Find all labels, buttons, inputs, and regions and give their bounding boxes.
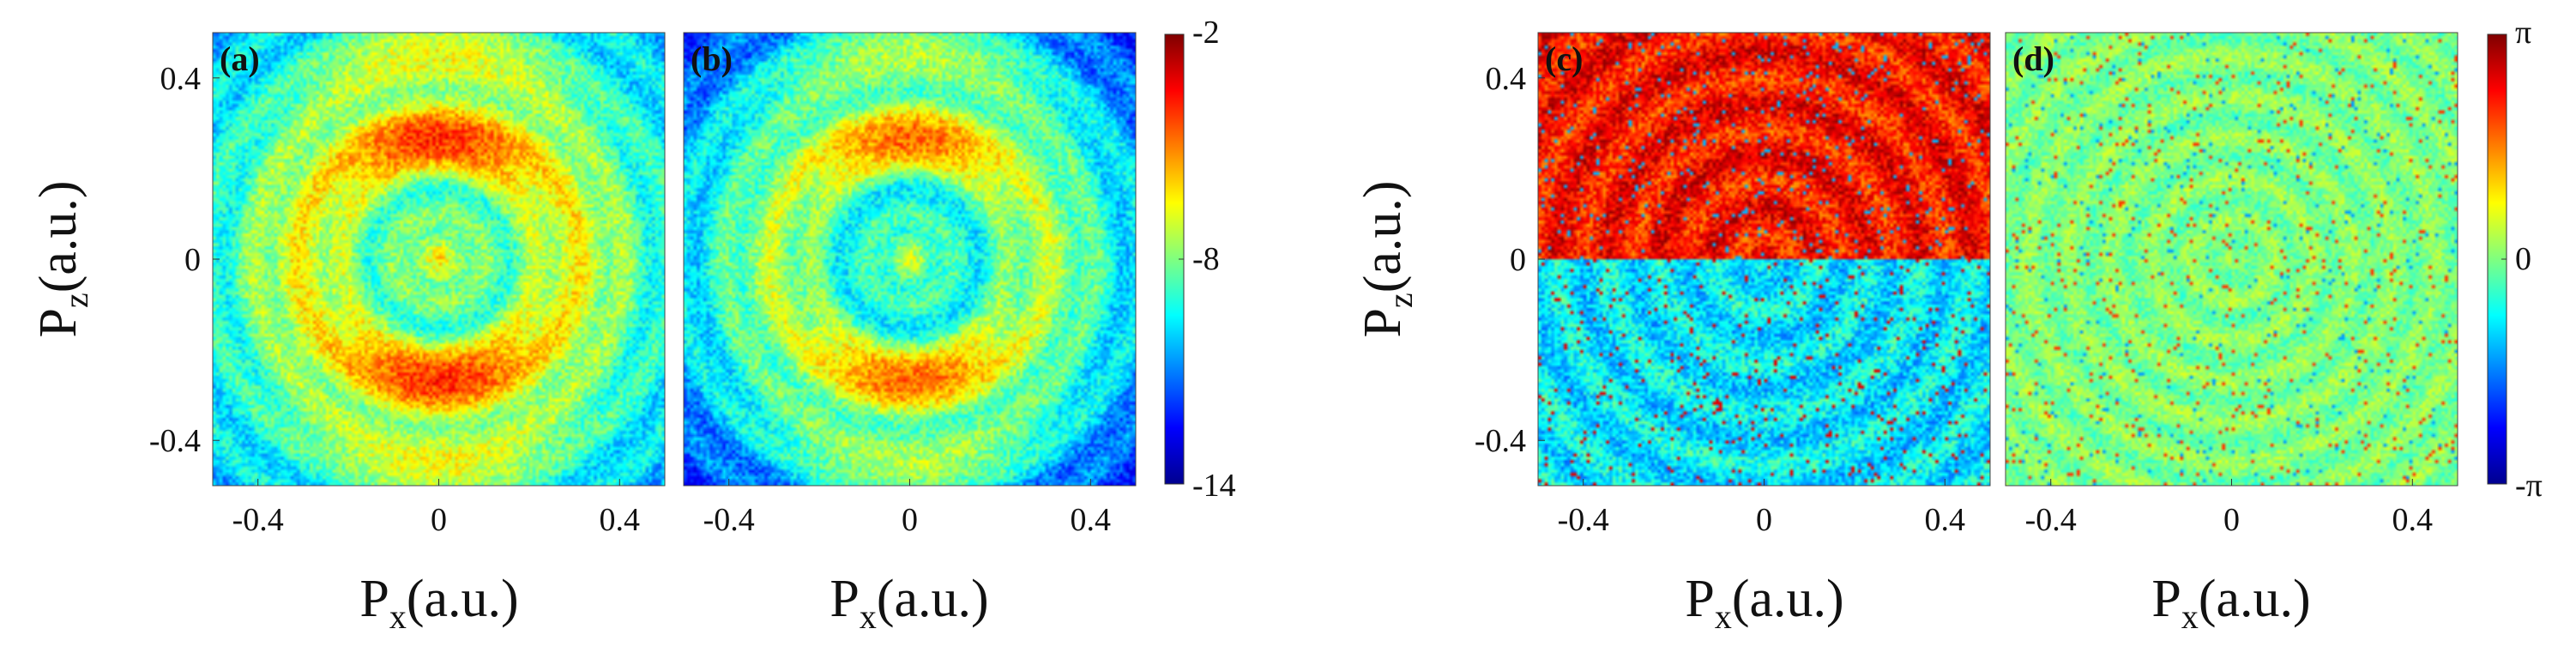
svg-text:Pz(a.u.): Pz(a.u.) [29,180,95,337]
heatmap-c [1538,33,1990,486]
x-ticks-a: -0.4 0 0.4 [232,479,640,538]
x-tick-label: 0 [431,502,447,538]
panel-d: (d) -0.4 0 0.4 [2005,32,2458,538]
y-tick-label: -0.4 [1475,423,1526,459]
panel-label-a: (a) [220,39,260,78]
panel-a: (a) -0.4 0 0.4 -0.4 0 0.4 [149,32,666,538]
colorbar-amplitude: -2 -8 -14 [1164,15,1236,504]
x-ticks-c: -0.4 0 0.4 [1558,479,1965,538]
colorbar-amplitude-ticks: -2 -8 -14 [1179,15,1236,504]
y-tick-label: 0.4 [160,61,202,97]
colorbar-tick-label: -14 [1192,468,1236,504]
x-axis-label-b: Px(a.u.) [830,570,988,636]
panel-c: (c) -0.4 0 0.4 -0.4 0 0.4 [1475,32,1991,538]
colorbar-tick-label: 0 [2515,241,2531,277]
x-axis-label-d: Px(a.u.) [2151,570,2310,636]
y-tick-label: -0.4 [149,423,201,459]
panel-label-d: (d) [2012,39,2054,78]
x-axis-label-c: Px(a.u.) [1685,570,1843,636]
colorbar-phase-ticks: π 0 -π [2501,15,2543,504]
y-tick-label: 0.4 [1486,61,1527,97]
x-tick-label: 0.4 [1925,502,1966,538]
x-tick-label: 0 [1756,502,1772,538]
y-tick-label: 0 [1510,242,1526,278]
y-tick-label: 0 [184,242,201,278]
colorbar-phase: π 0 -π [2487,15,2543,504]
x-tick-label: 0.4 [2392,502,2434,538]
heatmap-a [213,33,665,486]
heatmap-b [684,33,1136,486]
x-tick-label: -0.4 [2025,502,2077,538]
x-tick-label: 0 [902,502,918,538]
x-tick-label: 0 [2223,502,2240,538]
x-tick-label: 0.4 [1071,502,1112,538]
x-tick-label: -0.4 [1558,502,1609,538]
y-ticks-c: -0.4 0 0.4 [1475,61,1545,459]
colorbar-tick-label: -2 [1192,15,1220,51]
colorbar-tick-label: -8 [1192,241,1220,277]
x-tick-label: -0.4 [703,502,755,538]
x-tick-label: -0.4 [232,502,284,538]
y-axis-label-c: Pz(a.u.) [1354,180,1420,337]
svg-text:Pz(a.u.): Pz(a.u.) [1354,180,1420,337]
x-tick-label: 0.4 [600,502,641,538]
x-axis-label-a: Px(a.u.) [359,570,518,636]
y-ticks-a: -0.4 0 0.4 [149,61,220,459]
y-axis-label-a: Pz(a.u.) [29,180,95,337]
panel-label-c: (c) [1545,39,1583,78]
panel-b: (b) -0.4 0 0.4 [683,32,1137,538]
x-ticks-b: -0.4 0 0.4 [703,479,1111,538]
colorbar-tick-label: π [2515,15,2531,51]
x-ticks-d: -0.4 0 0.4 [2025,479,2433,538]
heatmap-d [2006,33,2458,486]
colorbar-tick-label: -π [2515,468,2543,504]
panel-label-b: (b) [691,39,733,78]
